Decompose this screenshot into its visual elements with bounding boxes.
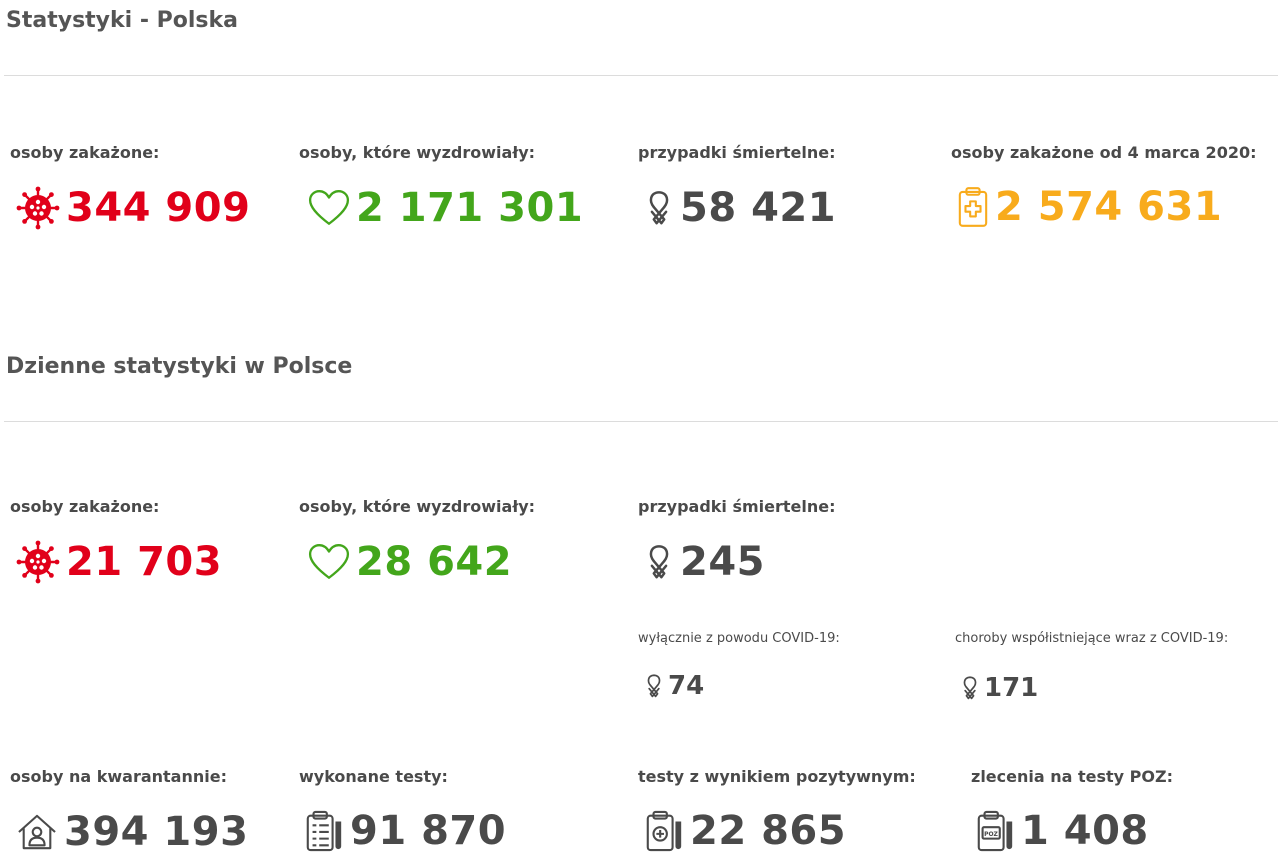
stat-infected-since: 2 574 631	[957, 186, 1222, 228]
ribbon-icon	[960, 675, 980, 701]
label-deaths-total: przypadki śmiertelne:	[638, 143, 836, 162]
stat-infected-daily: 21 703	[16, 540, 222, 584]
value-deaths-daily: 245	[680, 539, 765, 585]
virus-icon	[16, 540, 60, 584]
stat-tests: 91 870	[304, 810, 506, 852]
value-infected-daily: 21 703	[66, 539, 223, 585]
poz-icon-text: POZ	[984, 831, 998, 838]
label-positive-tests: testy z wynikiem pozytywnym:	[638, 767, 916, 786]
stat-recovered-total: 2 171 301	[308, 188, 583, 228]
value-infected-total: 344 909	[66, 185, 251, 231]
label-deaths-covid-only: wyłącznie z powodu COVID-19:	[638, 631, 840, 646]
clipboard-test-icon	[304, 810, 344, 852]
stat-quarantine: 394 193	[16, 812, 248, 852]
stat-recovered-daily: 28 642	[308, 542, 512, 582]
stat-deaths-daily: 245	[644, 542, 765, 582]
label-poz-orders: zlecenia na testy POZ:	[971, 767, 1173, 786]
house-person-icon	[16, 813, 58, 851]
stat-positive-tests: 22 865	[644, 810, 846, 852]
stat-poz-orders: POZ 1 408	[975, 810, 1149, 852]
label-tests: wykonane testy:	[299, 767, 448, 786]
value-deaths-comorbid: 171	[984, 673, 1039, 703]
section-title-daily: Dzienne statystyki w Polsce	[6, 354, 353, 379]
value-deaths-total: 58 421	[680, 185, 837, 231]
heart-icon	[308, 543, 350, 581]
label-infected-total: osoby zakażone:	[10, 143, 160, 162]
label-infected-since: osoby zakażone od 4 marca 2020:	[951, 143, 1257, 162]
ribbon-icon	[644, 189, 674, 227]
label-quarantine: osoby na kwarantannie:	[10, 767, 227, 786]
label-recovered-daily: osoby, które wyzdrowiały:	[299, 497, 536, 516]
value-deaths-covid-only: 74	[668, 671, 705, 701]
ribbon-icon	[644, 543, 674, 581]
ribbon-icon	[644, 673, 664, 699]
virus-icon	[16, 186, 60, 230]
label-recovered-total: osoby, które wyzdrowiały:	[299, 143, 536, 162]
divider	[4, 421, 1278, 422]
value-recovered-total: 2 171 301	[356, 185, 584, 231]
section-title-totals: Statystyki - Polska	[6, 8, 238, 33]
value-recovered-daily: 28 642	[356, 539, 513, 585]
value-tests: 91 870	[350, 808, 507, 854]
stat-deaths-total: 58 421	[644, 188, 836, 228]
value-quarantine: 394 193	[64, 809, 249, 855]
label-infected-daily: osoby zakażone:	[10, 497, 160, 516]
label-deaths-comorbid: choroby współistniejące wraz z COVID-19:	[955, 631, 1229, 646]
stat-deaths-comorbid: 171	[960, 675, 1038, 701]
value-positive-tests: 22 865	[690, 808, 847, 854]
value-infected-since: 2 574 631	[995, 184, 1223, 230]
stat-deaths-covid-only: 74	[644, 673, 704, 699]
heart-icon	[308, 189, 350, 227]
label-deaths-daily: przypadki śmiertelne:	[638, 497, 836, 516]
divider	[4, 75, 1278, 76]
test-tube-icon	[644, 810, 684, 852]
value-poz-orders: 1 408	[1021, 808, 1149, 854]
stat-infected-total: 344 909	[16, 186, 250, 230]
clipboard-medical-icon	[957, 186, 989, 228]
poz-order-icon: POZ	[975, 810, 1015, 852]
